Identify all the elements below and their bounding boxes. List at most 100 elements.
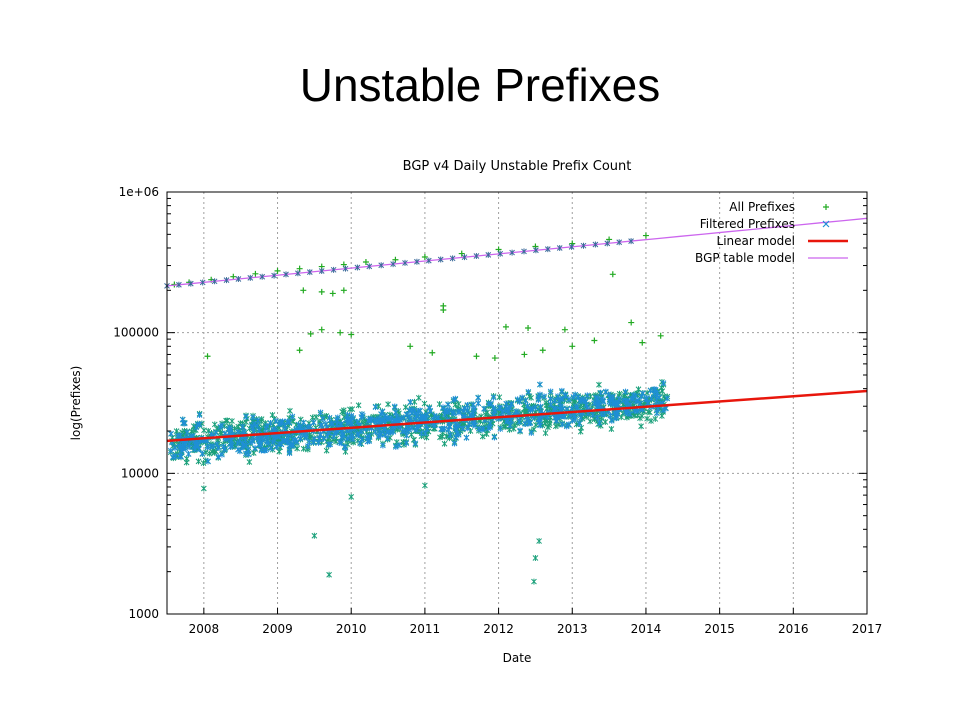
filtered-prefixes-point <box>346 417 352 424</box>
filtered-prefixes-point <box>341 444 348 451</box>
y-tick-label: 1000 <box>128 607 159 621</box>
all-prefixes-point <box>337 329 344 336</box>
all-prefixes-point <box>323 413 330 420</box>
all-prefixes-point <box>441 440 448 447</box>
filtered-prefixes-point <box>220 443 227 450</box>
legend-label: Linear model <box>717 234 795 248</box>
filtered-outlier-point <box>532 555 539 562</box>
all-prefixes-point <box>230 273 237 280</box>
filtered-prefixes-point <box>384 414 391 421</box>
bgp-table-point <box>378 262 385 269</box>
all-prefixes-point <box>659 388 666 395</box>
filtered-prefixes-point <box>664 395 670 402</box>
all-prefixes-point <box>318 326 325 333</box>
legend-label: All Prefixes <box>729 200 795 214</box>
filtered-prefixes-point <box>648 395 655 402</box>
filtered-prefixes-point <box>485 401 492 408</box>
filtered-prefixes-point <box>431 412 438 419</box>
all-prefixes-point <box>217 429 224 436</box>
filtered-prefixes-point <box>205 458 211 465</box>
filtered-prefixes-point <box>517 427 523 434</box>
filtered-prefixes-point <box>471 405 477 412</box>
filtered-prefixes-point <box>558 406 564 413</box>
all-prefixes-point <box>542 430 549 437</box>
filtered-prefixes-point <box>199 450 206 457</box>
filtered-prefixes-point <box>237 448 243 455</box>
all-prefixes-point <box>542 420 549 427</box>
filtered-prefixes-point <box>616 395 622 402</box>
all-prefixes-point <box>528 394 534 401</box>
bgp-table-point <box>628 238 634 245</box>
slide-title: Unstable Prefixes <box>299 59 661 111</box>
filtered-prefixes-point <box>177 432 184 439</box>
filtered-prefixes-point <box>215 444 222 451</box>
bgp-table-point <box>580 242 587 249</box>
filtered-prefixes-point <box>397 417 403 424</box>
filtered-prefixes-point <box>403 440 410 447</box>
x-tick-label: 2016 <box>778 622 809 636</box>
filtered-prefixes-point <box>602 388 609 395</box>
filtered-prefixes-point <box>172 453 179 460</box>
filtered-prefixes-point <box>653 396 660 403</box>
filtered-prefixes-point <box>326 414 333 421</box>
filtered-prefixes-point <box>577 414 584 421</box>
filtered-prefixes-point <box>445 401 451 408</box>
filtered-prefixes-point <box>254 422 261 429</box>
filtered-prefixes-point <box>250 414 256 421</box>
filtered-prefixes-point <box>595 398 602 405</box>
bgp-table-point <box>544 246 551 253</box>
filtered-prefixes-point <box>292 436 299 443</box>
filtered-prefixes-point <box>608 417 615 424</box>
filtered-prefixes-point <box>378 431 384 438</box>
filtered-prefixes-point <box>179 442 186 449</box>
all-prefixes-point <box>569 343 576 350</box>
all-prefixes-point <box>318 288 325 295</box>
all-prefixes-point <box>229 418 235 425</box>
filtered-prefixes-point <box>459 425 466 432</box>
filtered-prefixes-point <box>415 408 422 415</box>
x-tick-label: 2017 <box>852 622 883 636</box>
bgp-table-point <box>176 281 182 288</box>
all-prefixes-point <box>296 347 303 354</box>
filtered-prefixes-point <box>470 420 477 427</box>
filtered-prefixes-point <box>466 421 473 428</box>
filtered-prefixes-point <box>325 441 332 448</box>
filtered-prefixes-point <box>491 434 498 441</box>
bgp-table-point <box>592 241 599 248</box>
filtered-prefixes-point <box>310 439 317 446</box>
filtered-prefixes-point <box>660 380 667 387</box>
bgp-table-point <box>449 255 456 262</box>
filtered-prefixes-point <box>168 430 174 437</box>
grid <box>167 192 867 614</box>
filtered-prefixes-point <box>167 447 174 454</box>
filtered-prefixes-point <box>547 396 554 403</box>
x-tick-label: 2008 <box>189 622 220 636</box>
all-prefixes-point <box>539 347 546 354</box>
bgp-table-point <box>604 240 611 247</box>
filtered-prefixes-point <box>339 429 346 436</box>
filtered-prefixes-point <box>544 414 551 421</box>
filtered-prefixes-point <box>196 421 203 428</box>
filtered-prefixes-point <box>399 428 406 435</box>
filtered-prefixes-point <box>392 409 399 416</box>
filtered-prefixes-point <box>344 435 351 442</box>
filtered-prefixes-point <box>268 445 274 452</box>
x-axis-label: Date <box>503 651 532 665</box>
filtered-prefixes-point <box>261 447 267 454</box>
all-prefixes-point <box>638 423 644 430</box>
filtered-prefixes-point <box>475 394 482 401</box>
all-prefixes-point <box>347 406 353 413</box>
filtered-prefixes-point <box>372 404 379 411</box>
filtered-prefixes-point <box>558 387 565 394</box>
filtered-prefixes-point <box>575 394 582 401</box>
all-prefixes-point <box>561 326 568 333</box>
all-prefixes-point <box>407 343 414 350</box>
filtered-prefixes-point <box>194 442 201 449</box>
chart-title: BGP v4 Daily Unstable Prefix Count <box>403 159 632 174</box>
bgp-table-point <box>295 270 301 277</box>
filtered-prefixes-point <box>330 433 337 440</box>
bgp-table-point <box>366 263 373 270</box>
filtered-prefixes-point <box>547 388 554 395</box>
bgp-table-point <box>271 272 277 279</box>
